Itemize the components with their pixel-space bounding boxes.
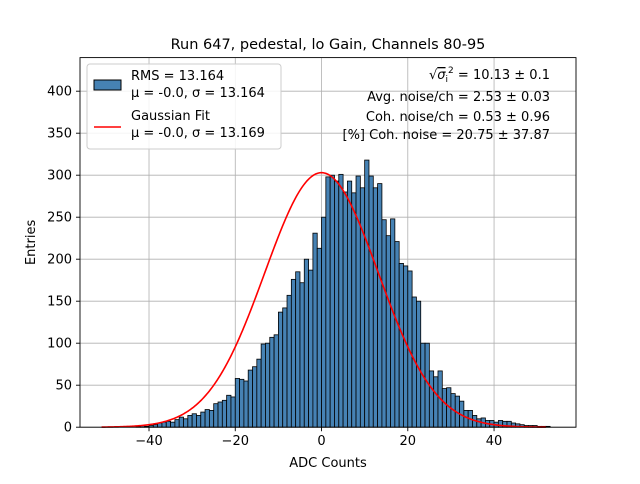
- histogram-bar: [273, 334, 279, 428]
- histogram-bar: [260, 343, 266, 428]
- histogram-bar: [441, 388, 448, 428]
- histogram-bar: [420, 342, 426, 428]
- histogram-bar: [312, 232, 318, 428]
- y-tick-label: 0: [64, 421, 72, 436]
- annotation-coh-noise: Coh. noise/ch = 0.53 ± 0.96: [366, 110, 550, 125]
- legend-box: [86, 63, 282, 150]
- y-tick-label: 150: [47, 295, 72, 310]
- histogram-bar: [269, 336, 275, 428]
- histogram-bar: [277, 311, 284, 428]
- histogram-bar: [196, 415, 202, 428]
- legend-swatch-histogram: [93, 79, 122, 91]
- histogram-bar: [299, 282, 305, 428]
- histogram-bar: [381, 219, 387, 428]
- histogram-bar: [282, 307, 288, 428]
- histogram-bar: [170, 421, 176, 428]
- y-tick-label: 300: [47, 169, 72, 184]
- histogram-bar: [165, 420, 171, 428]
- legend-label-histogram: RMS = 13.164 μ = -0.0, σ = 13.164: [131, 69, 265, 101]
- histogram-bar: [247, 369, 253, 428]
- histogram-bar: [239, 378, 245, 428]
- x-tick-label: 40: [486, 434, 503, 449]
- histogram-bar: [243, 380, 249, 428]
- legend: RMS = 13.164 μ = -0.0, σ = 13.164 Gaussia…: [86, 63, 282, 150]
- histogram-bar: [290, 278, 297, 428]
- histogram-bar: [368, 175, 374, 428]
- x-tick-label: −20: [222, 434, 249, 449]
- histogram-bar: [178, 416, 184, 428]
- histogram-bar: [204, 409, 210, 428]
- histogram-bar: [230, 396, 236, 428]
- histogram-bar: [265, 342, 271, 428]
- legend-label-fit: Gaussian Fit μ = -0.0, σ = 13.169: [131, 109, 265, 141]
- histogram-bar: [191, 413, 197, 428]
- histogram-bar: [316, 247, 322, 428]
- histogram-bar: [286, 294, 292, 428]
- histogram-bar: [342, 191, 348, 428]
- histogram-bar: [428, 370, 435, 428]
- histogram-bar: [394, 241, 400, 428]
- y-tick-label: 400: [47, 85, 72, 100]
- histogram-bar: [256, 358, 262, 428]
- y-axis-label: Entries: [24, 220, 39, 266]
- annotation-avg-noise: Avg. noise/ch = 2.53 ± 0.03: [367, 90, 550, 105]
- histogram-bar: [334, 180, 340, 428]
- histogram-bar: [208, 409, 215, 428]
- y-tick-label: 350: [47, 127, 72, 142]
- x-tick-label: 20: [400, 434, 417, 449]
- histogram-bar: [213, 403, 219, 428]
- axes-frame: [79, 57, 577, 428]
- x-axis-label: ADC Counts: [289, 456, 367, 471]
- histogram-bar: [433, 376, 439, 428]
- histogram-bar: [303, 258, 309, 428]
- histogram-bar: [398, 262, 404, 428]
- x-tick-label: −40: [135, 434, 162, 449]
- gaussian-fit-line: [101, 171, 546, 428]
- chart-title: Run 647, pedestal, lo Gain, Channels 80-…: [171, 37, 486, 53]
- histogram-bar: [321, 216, 327, 428]
- histogram-bar: [385, 235, 391, 428]
- histogram-bar: [174, 419, 180, 428]
- histogram-bar: [295, 271, 301, 428]
- histogram-bar: [217, 401, 223, 428]
- histogram-bar: [463, 409, 469, 428]
- histogram-bar: [200, 411, 206, 428]
- histogram-bar: [476, 418, 482, 428]
- y-tick-label: 200: [47, 253, 72, 268]
- histogram-bar: [325, 176, 331, 428]
- histogram-bar: [372, 187, 379, 428]
- histogram-bar: [187, 415, 193, 428]
- x-tick-label: 0: [317, 434, 325, 449]
- histogram-bar: [329, 174, 335, 428]
- histogram-bar: [338, 173, 344, 428]
- annotation-coh-noise-percent: [%] Coh. noise = 20.75 ± 37.87: [343, 128, 551, 143]
- y-tick-label: 50: [55, 379, 72, 394]
- annotation-sigma-sum: √σi2 = 10.13 ± 0.1: [429, 66, 550, 85]
- histogram-bar: [364, 159, 370, 428]
- histogram-bar: [221, 399, 228, 428]
- histogram-bar: [308, 269, 314, 428]
- histogram-bar: [355, 175, 361, 428]
- histogram-bar: [347, 180, 353, 428]
- y-tick-label: 100: [47, 337, 72, 352]
- stats-annotations: √σi2 = 10.13 ± 0.1 Avg. noise/ch = 2.53 …: [343, 66, 551, 143]
- histogram-bar: [252, 366, 258, 428]
- histogram-bars: [135, 159, 551, 428]
- histogram-bar: [359, 187, 366, 428]
- histogram-bar: [226, 394, 232, 428]
- histogram-bar: [234, 378, 240, 428]
- y-tick-label: 250: [47, 211, 72, 226]
- histogram-bar: [351, 192, 357, 428]
- histogram-bar: [390, 218, 396, 428]
- histogram-bar: [377, 183, 383, 428]
- histogram-bar: [183, 418, 189, 428]
